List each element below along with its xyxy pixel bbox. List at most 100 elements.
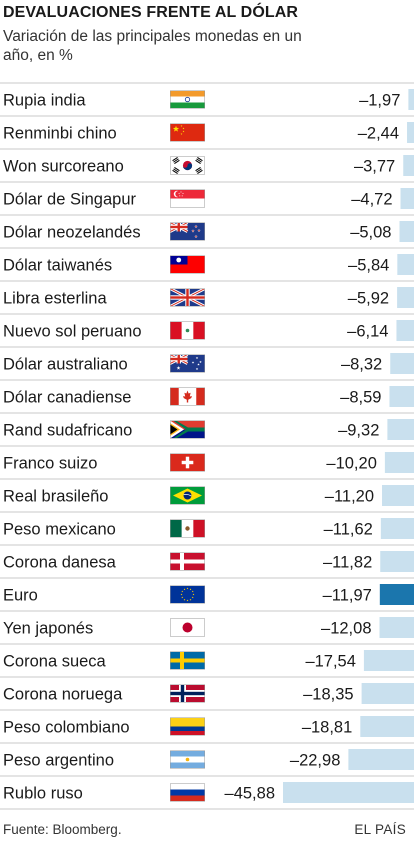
category-label: Nuevo sol peruano [3, 323, 142, 341]
russia-flag-icon [170, 783, 205, 802]
bar-row: Rublo ruso –45,88 [0, 782, 414, 810]
category-label: Real brasileño [3, 488, 108, 506]
bar-row: Real brasileño –11,20 [0, 485, 414, 513]
sweden-flag-icon [170, 651, 205, 670]
south-korea-flag-icon [170, 156, 205, 175]
bar-row: Peso colombiano –18,81 [0, 716, 414, 744]
chart-title: DEVALUACIONES FRENTE AL DÓLAR [3, 4, 299, 21]
category-label: Peso colombiano [3, 719, 130, 737]
category-label: Libra esterlina [3, 290, 107, 308]
eu-flag-icon [170, 585, 205, 604]
bar [389, 386, 414, 407]
value-label: –45,88 [225, 785, 275, 803]
bar [283, 782, 414, 803]
value-label: –5,92 [348, 290, 389, 308]
bar [382, 485, 414, 506]
uk-flag-icon [170, 288, 205, 307]
category-label: Dólar neozelandés [3, 224, 141, 242]
category-label: Dólar australiano [3, 356, 128, 374]
norway-flag-icon [170, 684, 205, 703]
taiwan-flag-icon [170, 255, 205, 274]
switzerland-flag-icon [170, 453, 205, 472]
bar [390, 353, 414, 374]
category-label: Corona danesa [3, 554, 117, 572]
value-label: –10,20 [326, 455, 376, 473]
bar [397, 287, 414, 308]
value-label: –17,54 [305, 653, 355, 671]
bar-row: Nuevo sol peruano –6,14 [0, 320, 414, 348]
bar [380, 551, 414, 572]
bar-row: Yen japonés –12,08 [0, 617, 414, 645]
value-label: –18,81 [302, 719, 352, 737]
brand-logo-text: EL PAÍS [354, 822, 406, 837]
category-label: Peso mexicano [3, 521, 116, 539]
bar [397, 254, 414, 275]
argentina-flag-icon [170, 750, 205, 769]
category-label: Euro [3, 587, 38, 605]
bar-row: Dólar canadiense –8,59 [0, 386, 414, 414]
bar [348, 749, 414, 770]
peru-flag-icon [170, 321, 205, 340]
bar [380, 518, 414, 539]
value-label: –18,35 [303, 686, 353, 704]
brazil-flag-icon [170, 486, 205, 505]
bar-row: Rand sudafricano –9,32 [0, 419, 414, 447]
value-label: –11,82 [323, 554, 372, 572]
bar-row: Dólar australiano –8,32 [0, 353, 414, 381]
value-label: –8,32 [341, 356, 382, 374]
source-note: Fuente: Bloomberg. [3, 822, 122, 837]
denmark-flag-icon [170, 552, 205, 571]
bar-row: Peso argentino –22,98 [0, 749, 414, 777]
colombia-flag-icon [170, 717, 205, 736]
category-label: Peso argentino [3, 752, 114, 770]
category-label: Rand sudafricano [3, 422, 132, 440]
singapore-flag-icon [170, 189, 205, 208]
value-label: –12,08 [321, 620, 371, 638]
bar [363, 650, 414, 671]
value-label: –2,44 [358, 125, 399, 143]
category-label: Dólar canadiense [3, 389, 131, 407]
bar [384, 452, 414, 473]
bar [379, 617, 414, 638]
value-label: –5,84 [348, 257, 389, 275]
category-label: Corona sueca [3, 653, 107, 671]
bar-row: Franco suizo –10,20 [0, 452, 414, 480]
south-africa-flag-icon [170, 420, 205, 439]
value-label: –22,98 [290, 752, 340, 770]
canada-flag-icon [170, 387, 205, 406]
value-label: –1,97 [359, 92, 400, 110]
bar-row: Dólar taiwanés –5,84 [0, 254, 414, 282]
value-label: –4,72 [351, 191, 392, 209]
bar-row: Corona danesa –11,82 [0, 551, 414, 579]
bar-row: Peso mexicano –11,62 [0, 518, 414, 546]
bar-row: Corona noruega –18,35 [0, 683, 414, 711]
bar-row: Rupia india –1,97 [0, 89, 414, 117]
china-flag-icon [170, 123, 205, 142]
bar [360, 716, 414, 737]
india-flag-icon [170, 90, 205, 109]
value-label: –8,59 [340, 389, 381, 407]
bar-row: Euro –11,97 [0, 584, 414, 612]
value-label: –11,97 [323, 587, 372, 605]
bar [379, 584, 414, 605]
category-label: Yen japonés [3, 620, 93, 638]
category-label: Rublo ruso [3, 785, 83, 803]
australia-flag-icon [170, 354, 205, 373]
value-label: –11,62 [324, 521, 373, 539]
category-label: Renminbi chino [3, 125, 117, 143]
chart-subtitle: Variación de las principales monedas en … [3, 28, 302, 64]
japan-flag-icon [170, 618, 205, 637]
bar-row: Corona sueca –17,54 [0, 650, 414, 678]
bar [399, 221, 414, 242]
bar-row: Libra esterlina –5,92 [0, 287, 414, 315]
bar [407, 122, 414, 143]
category-label: Dólar de Singapur [3, 191, 137, 209]
bar [396, 320, 414, 341]
category-label: Dólar taiwanés [3, 257, 112, 275]
bar [387, 419, 414, 440]
value-label: –3,77 [354, 158, 395, 176]
category-label: Won surcoreano [3, 158, 124, 176]
value-label: –5,08 [350, 224, 391, 242]
bar [408, 89, 414, 110]
